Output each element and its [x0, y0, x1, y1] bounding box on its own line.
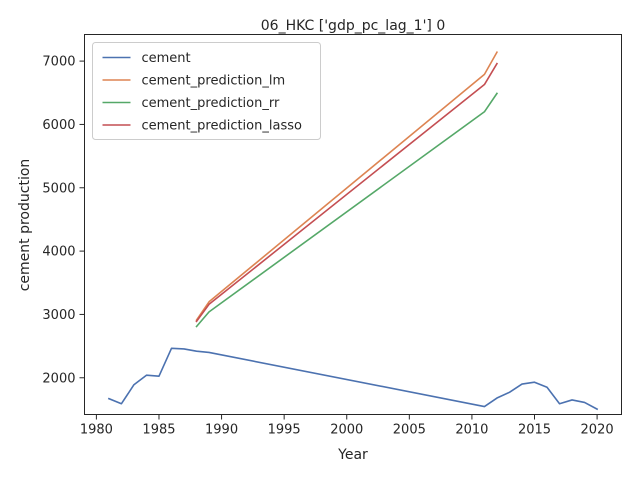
y-axis: 2000 3000 4000 5000 6000 7000 — [42, 55, 85, 386]
y-tick-label: 7000 — [42, 55, 75, 70]
series-line-cement-prediction-lm — [195, 51, 499, 322]
series-line-cement-prediction-lasso — [195, 62, 499, 323]
axes-frame — [84, 34, 622, 415]
y-tick-label: 4000 — [42, 245, 75, 260]
legend-label: cement_prediction_lm — [142, 74, 286, 89]
legend-label: cement_prediction_lasso — [142, 119, 302, 134]
legend: cement cement_prediction_lm cement_predict… — [92, 42, 321, 140]
legend-box — [92, 42, 321, 140]
x-tick-label: 1985 — [142, 423, 175, 438]
x-tick-label: 2020 — [581, 423, 614, 438]
x-tick-label: 1995 — [268, 423, 301, 438]
x-axis-label: Year — [337, 447, 368, 463]
x-tick-label: 2010 — [455, 423, 488, 438]
x-axis: 1980 1985 1990 1995 2000 2005 2010 2015 2020 — [80, 414, 614, 438]
x-tick-label: 2015 — [518, 423, 551, 438]
x-tick-label: 2000 — [330, 423, 363, 438]
y-tick-label: 2000 — [42, 371, 75, 386]
y-tick-label: 5000 — [42, 181, 75, 196]
y-tick-label: 3000 — [42, 308, 75, 323]
y-tick-label: 6000 — [42, 118, 75, 133]
x-tick-label: 2005 — [393, 423, 426, 438]
y-axis-label: cement production — [17, 159, 33, 292]
series-line-cement-prediction-rr — [195, 92, 499, 328]
legend-label: cement — [142, 51, 191, 66]
legend-label: cement_prediction_rr — [142, 96, 280, 111]
x-tick-label: 1990 — [205, 423, 238, 438]
series-line-cement — [107, 347, 599, 411]
x-tick-label: 1980 — [80, 423, 113, 438]
chart-title: 06_HKC ['gdp_pc_lag_1'] 0 — [261, 18, 445, 34]
series-layer — [107, 51, 599, 411]
